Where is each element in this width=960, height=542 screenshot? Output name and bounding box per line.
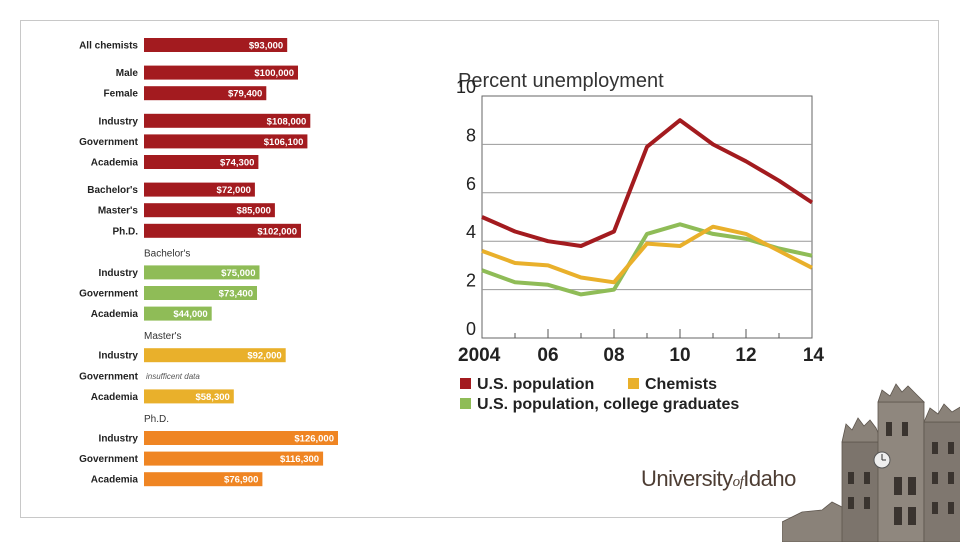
- bar-label: Government: [79, 454, 139, 465]
- bar-label: Industry: [99, 351, 139, 362]
- series-line: [481, 224, 813, 285]
- salary-bar: [144, 65, 298, 80]
- bar-label: Academia: [91, 475, 139, 486]
- line-chart-title: Percent unemployment: [458, 70, 664, 92]
- bar-label: Industry: [99, 434, 139, 445]
- bar-label: Male: [116, 68, 139, 79]
- bar-value: $116,300: [280, 454, 319, 465]
- group-heading: Master's: [144, 331, 181, 342]
- bar-label: Ph.D.: [112, 226, 138, 237]
- bar-value: $106,100: [264, 137, 304, 148]
- bar-value: $58,300: [195, 392, 229, 403]
- bar-label: Government: [79, 137, 139, 148]
- legend-label: U.S. population: [477, 376, 594, 393]
- bar-label: Academia: [91, 392, 139, 403]
- salary-bar: [144, 155, 259, 169]
- y-tick-label: 2: [466, 271, 476, 291]
- line-chart-series: [481, 118, 814, 297]
- bar-label: Government: [79, 371, 139, 382]
- slide-frame: [20, 20, 939, 518]
- plot-area: [481, 95, 813, 339]
- group-heading: Bachelor's: [144, 248, 190, 259]
- bar-value: $108,000: [267, 116, 307, 127]
- salary-bar: [144, 223, 301, 238]
- group-heading: Ph.D.: [144, 414, 169, 425]
- bar-label: Industry: [99, 268, 139, 279]
- salary-bar: [144, 348, 286, 363]
- bar-label: Academia: [91, 158, 139, 169]
- y-tick-label: 0: [466, 319, 476, 339]
- bar-value: $93,000: [249, 41, 283, 52]
- x-tick-label: 2004: [458, 345, 501, 366]
- salary-bar: [144, 134, 308, 149]
- line-chart-legend: U.S. population Chemists U.S. population, …: [460, 376, 739, 413]
- bar-value: $92,000: [247, 351, 281, 362]
- series-line: [481, 222, 813, 297]
- x-tick-label: 12: [735, 345, 756, 366]
- university-logo: UniversityofIdaho: [641, 466, 796, 491]
- legend-label: Chemists: [645, 376, 717, 393]
- series-line: [481, 118, 814, 248]
- x-tick-label: 14: [803, 345, 825, 366]
- legend-label: U.S. population, college graduates: [477, 396, 739, 413]
- bar-label: Industry: [99, 116, 139, 127]
- salary-bar: [144, 182, 255, 197]
- bar-label: Female: [104, 89, 139, 100]
- salary-bar: [144, 431, 338, 445]
- salary-bar: [144, 113, 311, 128]
- bar-label: All chemists: [79, 41, 138, 52]
- x-tick-label: 08: [603, 345, 624, 366]
- bar-value: $79,400: [228, 89, 262, 100]
- bar-value: $72,000: [217, 185, 251, 196]
- bar-value: $44,000: [173, 309, 207, 320]
- salary-bar: [144, 86, 267, 101]
- line-chart-grid: [481, 95, 813, 339]
- salary-bar: [144, 203, 275, 218]
- line-chart-ticks: 0 2 4 6 8 10 2004 06 08 10 12 14: [456, 77, 824, 366]
- bar-note: insufficent data: [146, 372, 200, 381]
- salary-bar: [144, 472, 263, 487]
- bar-label: Academia: [91, 309, 139, 320]
- x-tick-label: 06: [537, 345, 558, 366]
- salary-bar: [144, 286, 257, 300]
- bar-value: $126,000: [294, 434, 334, 445]
- y-tick-label: 10: [456, 77, 476, 97]
- bar-value: $102,000: [257, 226, 297, 237]
- bar-label: Government: [79, 289, 139, 300]
- salary-bar: [144, 389, 234, 404]
- y-tick-label: 6: [466, 174, 476, 194]
- bar-value: $75,000: [221, 268, 255, 279]
- bar-value: $73,400: [219, 289, 253, 300]
- bar-label: Bachelor's: [87, 185, 138, 196]
- bar-value: $74,300: [220, 158, 254, 169]
- legend-swatch: [460, 398, 471, 409]
- salary-bar: [144, 265, 260, 280]
- bar-value: $76,900: [224, 475, 258, 486]
- x-tick-label: 10: [669, 345, 690, 366]
- y-tick-label: 4: [466, 222, 476, 242]
- salary-bar: [144, 451, 324, 466]
- bar-label: Master's: [98, 206, 139, 217]
- salary-bar: [144, 306, 212, 321]
- bar-value: $100,000: [254, 68, 294, 79]
- legend-swatch: [460, 378, 471, 389]
- bar-value: $85,000: [237, 206, 271, 217]
- legend-swatch: [628, 378, 639, 389]
- building-illustration: [782, 383, 960, 542]
- y-tick-label: 8: [466, 125, 476, 145]
- salary-bar: [144, 38, 288, 52]
